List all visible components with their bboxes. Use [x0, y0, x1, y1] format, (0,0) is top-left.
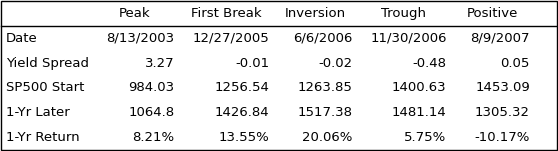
Text: 984.03: 984.03 [128, 81, 175, 94]
Text: 1517.38: 1517.38 [297, 106, 352, 119]
Text: 8/9/2007: 8/9/2007 [470, 32, 530, 45]
Text: 0.05: 0.05 [501, 57, 530, 70]
Text: 1263.85: 1263.85 [297, 81, 352, 94]
Text: 1426.84: 1426.84 [214, 106, 269, 119]
Text: -0.02: -0.02 [318, 57, 352, 70]
Text: 1-Yr Return: 1-Yr Return [6, 131, 79, 144]
Text: 6/6/2006: 6/6/2006 [293, 32, 352, 45]
Text: 1481.14: 1481.14 [392, 106, 446, 119]
Text: 12/27/2005: 12/27/2005 [193, 32, 269, 45]
Text: 1453.09: 1453.09 [475, 81, 530, 94]
Text: 1256.54: 1256.54 [214, 81, 269, 94]
Text: 11/30/2006: 11/30/2006 [370, 32, 446, 45]
Text: Yield Spread: Yield Spread [6, 57, 89, 70]
Text: 1305.32: 1305.32 [475, 106, 530, 119]
Text: 3.27: 3.27 [145, 57, 175, 70]
Text: First Break: First Break [191, 7, 262, 20]
Text: SP500 Start: SP500 Start [6, 81, 84, 94]
Text: 1400.63: 1400.63 [392, 81, 446, 94]
Text: -0.01: -0.01 [235, 57, 269, 70]
Text: -0.48: -0.48 [413, 57, 446, 70]
Text: 8/13/2003: 8/13/2003 [107, 32, 175, 45]
Text: 1-Yr Later: 1-Yr Later [6, 106, 70, 119]
Text: 13.55%: 13.55% [218, 131, 269, 144]
Text: Trough: Trough [382, 7, 426, 20]
Text: Date: Date [6, 32, 37, 45]
Text: Peak: Peak [119, 7, 151, 20]
Text: 20.06%: 20.06% [302, 131, 352, 144]
Text: 1064.8: 1064.8 [128, 106, 175, 119]
Text: 8.21%: 8.21% [132, 131, 175, 144]
Text: Inversion: Inversion [285, 7, 345, 20]
Text: -10.17%: -10.17% [475, 131, 530, 144]
Text: Positive: Positive [467, 7, 518, 20]
Text: 5.75%: 5.75% [405, 131, 446, 144]
